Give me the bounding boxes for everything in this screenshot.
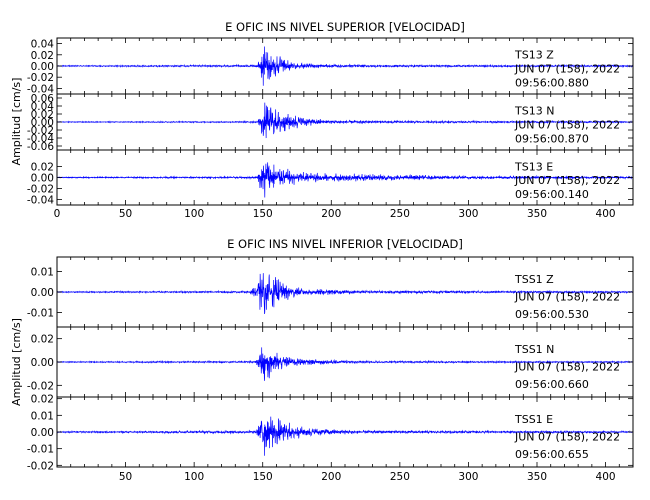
station-label: TS13 Z bbox=[514, 49, 554, 62]
y-tick-label: -0.06 bbox=[27, 141, 54, 153]
time-label: 09:56:00.880 bbox=[515, 77, 589, 90]
y-tick-label: -0.01 bbox=[27, 444, 54, 456]
y-tick-label: 0.01 bbox=[31, 410, 54, 422]
x-tick-label: 250 bbox=[390, 208, 410, 220]
y-axis-label-2: Amplitud [cm/s] bbox=[10, 318, 23, 406]
x-tick-label: 300 bbox=[458, 471, 478, 483]
y-tick-label: 0.02 bbox=[31, 109, 54, 121]
trace-ts13-n bbox=[56, 102, 634, 139]
time-label: 09:56:00.870 bbox=[515, 133, 589, 146]
y-tick-label: 0.00 bbox=[31, 61, 54, 73]
x-tick-label: 50 bbox=[119, 471, 132, 483]
trace-tss1-n bbox=[56, 347, 634, 381]
x-tick-label: 400 bbox=[596, 471, 616, 483]
date-label: JUN 07 (158), 2022 bbox=[514, 119, 620, 132]
station-label: TSS1 N bbox=[514, 343, 554, 356]
traces-layer bbox=[56, 46, 634, 456]
x-tick-label: 100 bbox=[184, 208, 204, 220]
station-label: TS13 N bbox=[514, 105, 554, 118]
y-tick-label: 0.01 bbox=[31, 266, 54, 278]
date-label: JUN 07 (158), 2022 bbox=[514, 290, 620, 303]
y-tick-label: 0.00 bbox=[31, 173, 54, 185]
y-tick-label: 0.04 bbox=[31, 39, 55, 51]
time-label: 09:56:00.660 bbox=[515, 378, 589, 391]
x-tick-label: 150 bbox=[253, 208, 273, 220]
y-tick-label: 0.00 bbox=[31, 427, 54, 439]
trace-tss1-e bbox=[56, 416, 634, 456]
x-tick-label: 400 bbox=[596, 208, 616, 220]
x-tick-label: 50 bbox=[119, 208, 132, 220]
date-label: JUN 07 (158), 2022 bbox=[514, 360, 620, 373]
station-label: TS13 E bbox=[514, 160, 553, 173]
y-tick-label: -0.04 bbox=[27, 83, 54, 95]
date-label: JUN 07 (158), 2022 bbox=[514, 63, 620, 76]
chart-title-1: E OFIC INS NIVEL SUPERIOR [VELOCIDAD] bbox=[225, 20, 465, 34]
trace-ts13-e bbox=[56, 162, 634, 198]
y-tick-label: 0.02 bbox=[31, 162, 54, 174]
time-label: 09:56:00.140 bbox=[515, 188, 589, 201]
y-tick-label: -0.02 bbox=[27, 460, 54, 472]
y-tick-label: -0.02 bbox=[27, 184, 54, 196]
y-tick-label: 0.02 bbox=[31, 334, 54, 346]
date-label: JUN 07 (158), 2022 bbox=[514, 174, 620, 187]
station-label: TSS1 Z bbox=[514, 273, 554, 286]
chart-title-2: E OFIC INS NIVEL INFERIOR [VELOCIDAD] bbox=[227, 237, 463, 251]
x-tick-label: 0 bbox=[54, 208, 61, 220]
y-tick-label: 0.06 bbox=[31, 93, 55, 105]
y-tick-label: -0.02 bbox=[27, 72, 54, 84]
x-tick-label: 300 bbox=[458, 208, 478, 220]
y-tick-label: 0.00 bbox=[31, 287, 54, 299]
x-tick-label: 100 bbox=[184, 471, 204, 483]
y-tick-label: 0.04 bbox=[31, 101, 55, 113]
time-label: 09:56:00.655 bbox=[515, 448, 589, 461]
date-label: JUN 07 (158), 2022 bbox=[514, 430, 620, 443]
station-label: TSS1 E bbox=[514, 413, 553, 426]
trace-tss1-z bbox=[56, 273, 634, 315]
x-tick-label: 150 bbox=[253, 471, 273, 483]
y-tick-label: -0.02 bbox=[27, 125, 54, 137]
x-tick-label: 200 bbox=[321, 471, 341, 483]
frames-layer bbox=[56, 37, 634, 468]
y-tick-label: 0.02 bbox=[31, 50, 54, 62]
time-label: 09:56:00.530 bbox=[515, 308, 589, 321]
text-layer: E OFIC INS NIVEL SUPERIOR [VELOCIDAD] Amp… bbox=[10, 20, 620, 483]
y-tick-label: -0.01 bbox=[27, 308, 54, 320]
y-tick-label: 0.00 bbox=[31, 117, 54, 129]
trace-ts13-z bbox=[56, 46, 634, 86]
x-tick-label: 350 bbox=[527, 208, 547, 220]
x-tick-label: 350 bbox=[527, 471, 547, 483]
y-tick-label: -0.02 bbox=[27, 380, 54, 392]
y-tick-label: 0.02 bbox=[31, 394, 54, 406]
x-tick-label: 250 bbox=[390, 471, 410, 483]
y-tick-label: -0.04 bbox=[27, 195, 54, 207]
x-tick-label: 200 bbox=[321, 208, 341, 220]
y-tick-label: -0.04 bbox=[27, 133, 54, 145]
y-tick-label: 0.00 bbox=[31, 357, 54, 369]
y-axis-label-1: Amplitud [cm/s] bbox=[10, 78, 23, 166]
